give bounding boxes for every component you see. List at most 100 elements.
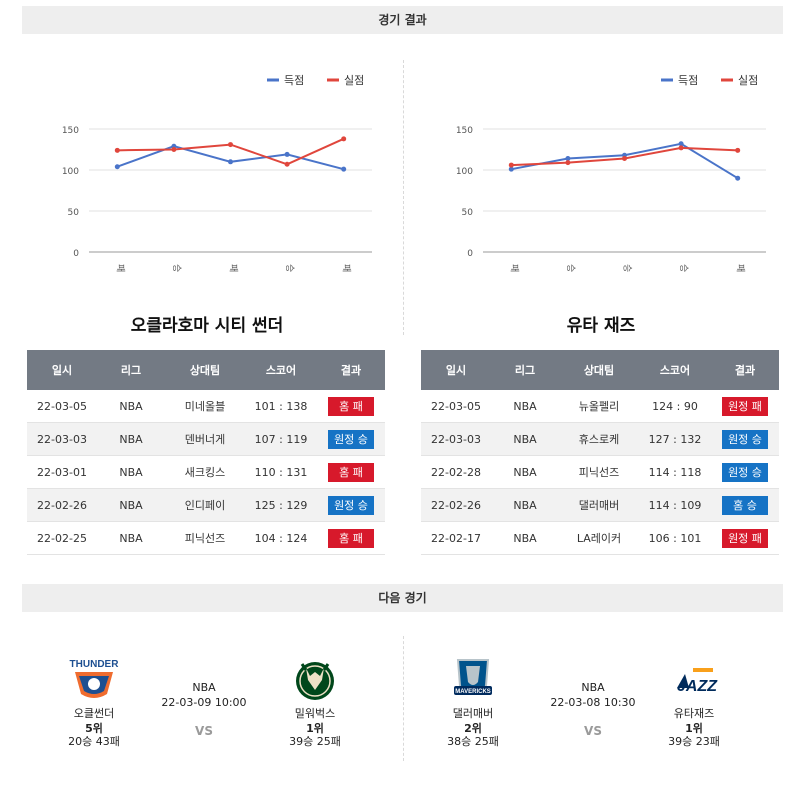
match-home-team[interactable]: MAVERICKS 댈러매버 2위 38승 25패: [418, 656, 528, 749]
y-tick-label: 50: [68, 208, 80, 218]
result-badge: 홈 패: [328, 462, 374, 482]
match-divider: [403, 636, 404, 761]
cell-result: 원정 승: [711, 455, 779, 489]
cell-result: 홈 승: [711, 488, 779, 522]
result-badge: 원정 승: [722, 429, 768, 449]
chart-legend: 득점 실점: [661, 74, 758, 87]
y-tick-label: 0: [73, 249, 79, 259]
table-row: 22-02-28 NBA 피닉선즈 114 : 118 원정 승: [421, 455, 779, 489]
col-opponent: 상대팀: [165, 350, 245, 390]
line-chart-oklahoma: 득점 실점 0 50 100 150 패 승 패 승 패: [62, 74, 372, 272]
cell-score: 114 : 109: [639, 488, 711, 522]
table-row: 22-03-01 NBA 새크킹스 110 : 131 홈 패: [27, 455, 385, 489]
col-date: 일시: [27, 350, 97, 390]
x-tick-label: 승: [622, 264, 633, 272]
cell-opponent: 뉴올펠리: [559, 390, 639, 423]
bucks-logo-icon: [288, 656, 342, 702]
x-tick-label: 승: [171, 264, 182, 272]
y-tick-label: 150: [62, 126, 79, 136]
data-point: [508, 166, 514, 172]
x-tick-label: 승: [565, 264, 576, 272]
data-point: [735, 147, 741, 153]
table-row: 22-03-03 NBA 휴스로케 127 : 132 원정 승: [421, 422, 779, 456]
data-point: [565, 160, 571, 166]
cell-opponent: 휴스로케: [559, 422, 639, 456]
cell-date: 22-03-05: [421, 390, 491, 423]
x-tick-label: 승: [678, 264, 689, 272]
y-tick-label: 100: [456, 167, 473, 177]
cell-result: 원정 패: [711, 521, 779, 555]
cell-opponent: 피닉선즈: [165, 521, 245, 555]
cell-date: 22-02-17: [421, 521, 491, 555]
match-away-team-name: 밀워벅스: [294, 707, 336, 720]
mavericks-logo-icon: MAVERICKS: [446, 656, 500, 702]
results-section-header: 경기 결과: [22, 6, 783, 34]
cell-opponent: 덴버너게: [165, 422, 245, 456]
cell-date: 22-03-03: [27, 422, 97, 456]
cell-league: NBA: [97, 390, 165, 423]
cell-league: NBA: [491, 455, 559, 489]
data-point: [678, 141, 684, 147]
match-home-team-record: 38승 25패: [447, 735, 499, 748]
cell-result: 홈 패: [317, 521, 385, 555]
cell-opponent: 인디페이: [165, 488, 245, 522]
recent-games-table-right: 일시 리그 상대팀 스코어 결과 22-03-05 NBA 뉴올펠리 124 : 90…: [421, 350, 779, 555]
col-score: 스코어: [245, 350, 317, 390]
match-info: NBA 22-03-09 10:00: [144, 680, 264, 710]
cell-date: 22-02-26: [27, 488, 97, 522]
cell-league: NBA: [97, 521, 165, 555]
cell-opponent: 피닉선즈: [559, 455, 639, 489]
col-league: 리그: [491, 350, 559, 390]
next-match-left: THUNDER 오클썬더 5위 20승 43패 NBA 22-03-09 10:…: [14, 650, 394, 760]
result-badge: 원정 승: [722, 462, 768, 482]
match-home-team[interactable]: THUNDER 오클썬더 5위 20승 43패: [39, 656, 149, 749]
cell-league: NBA: [97, 455, 165, 489]
x-tick-label: 패: [508, 264, 519, 272]
cell-result: 홈 패: [317, 455, 385, 489]
col-result: 결과: [711, 350, 779, 390]
chart-left: 득점 실점 0 50 100 150 패 승 패 승 패: [27, 60, 387, 280]
cell-score: 104 : 124: [245, 521, 317, 555]
data-point: [284, 161, 290, 167]
cell-score: 125 : 129: [245, 488, 317, 522]
match-home-team-name: 댈러매버: [452, 707, 494, 720]
x-tick-label: 승: [284, 264, 295, 272]
table-row: 22-02-17 NBA LA레이커 106 : 101 원정 패: [421, 521, 779, 555]
line-chart-utah: 득점 실점 0 50 100 150 패 승 승 승 패: [456, 74, 766, 272]
recent-games-table-left: 일시 리그 상대팀 스코어 결과 22-03-05 NBA 미네올블 101 : 13…: [27, 350, 385, 555]
cell-score: 127 : 132: [639, 422, 711, 456]
data-point: [341, 166, 347, 172]
cell-league: NBA: [491, 488, 559, 522]
col-opponent: 상대팀: [559, 350, 639, 390]
column-divider: [403, 60, 404, 335]
cell-score: 110 : 131: [245, 455, 317, 489]
col-date: 일시: [421, 350, 491, 390]
legend-label-0: 득점: [678, 74, 698, 87]
cell-opponent: 미네올블: [165, 390, 245, 423]
cell-score: 107 : 119: [245, 422, 317, 456]
match-away-team[interactable]: 밀워벅스 1위 39승 25패: [260, 656, 370, 749]
cell-date: 22-03-03: [421, 422, 491, 456]
cell-date: 22-03-05: [27, 390, 97, 423]
result-badge: 원정 패: [722, 396, 768, 416]
data-point: [735, 175, 741, 181]
cell-league: NBA: [491, 390, 559, 423]
cell-result: 원정 승: [711, 422, 779, 456]
result-badge: 홈 승: [722, 495, 768, 515]
cell-league: NBA: [491, 521, 559, 555]
cell-date: 22-02-25: [27, 521, 97, 555]
x-tick-label: 패: [341, 264, 352, 272]
match-datetime: 22-03-08 10:30: [550, 696, 636, 709]
data-point: [678, 145, 684, 151]
match-away-team-record: 39승 23패: [668, 735, 720, 748]
cell-result: 원정 패: [711, 390, 779, 423]
team-title-left: 오클라호마 시티 썬더: [130, 316, 284, 336]
data-point: [114, 147, 120, 153]
match-away-team[interactable]: JAZZ 유타재즈 1위 39승 23패: [639, 656, 749, 749]
table-row: 22-03-05 NBA 뉴올펠리 124 : 90 원정 패: [421, 390, 779, 423]
y-tick-label: 0: [467, 249, 473, 259]
table-header-row: 일시 리그 상대팀 스코어 결과: [27, 350, 385, 390]
legend-label-0: 득점: [284, 74, 304, 87]
cell-score: 106 : 101: [639, 521, 711, 555]
x-tick-label: 패: [735, 264, 746, 272]
